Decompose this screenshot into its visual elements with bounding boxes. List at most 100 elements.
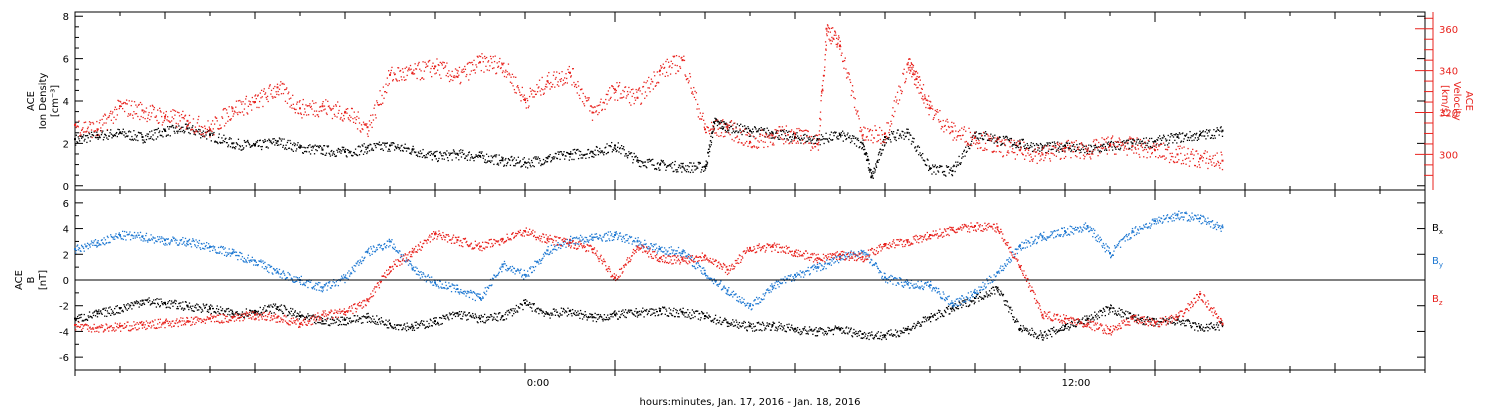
bx-point <box>591 316 594 319</box>
bz-point <box>1086 322 1089 325</box>
bx-point <box>254 309 256 312</box>
ion-density-point <box>411 148 414 151</box>
velocity-point <box>119 105 121 108</box>
bx-point <box>186 304 189 307</box>
by-point <box>816 266 819 269</box>
velocity-point <box>825 27 828 30</box>
velocity-point <box>546 80 549 83</box>
ion-density-point <box>839 133 841 136</box>
by-point <box>884 276 886 279</box>
by-point <box>704 272 706 275</box>
legend-by: By <box>1432 256 1443 269</box>
bz-point <box>434 232 436 235</box>
velocity-point <box>524 98 526 101</box>
bx-point <box>1041 334 1044 337</box>
bx-point <box>299 315 301 317</box>
ion-density-point <box>209 133 211 136</box>
velocity-point <box>884 132 886 135</box>
bz-point <box>299 322 301 325</box>
bx-point <box>164 302 166 305</box>
velocity-point <box>614 88 616 91</box>
ion-density-point <box>231 142 234 145</box>
by-point <box>231 252 234 254</box>
bz-point <box>1041 313 1044 316</box>
bz-point <box>1221 322 1224 325</box>
by-point <box>321 286 324 289</box>
velocity-point <box>1199 157 1201 160</box>
bx-point <box>96 312 99 315</box>
velocity-scatter <box>75 24 1224 171</box>
bx-point <box>209 307 211 310</box>
ion-density-point <box>569 152 571 155</box>
legend-by-subscript: y <box>1439 261 1443 269</box>
axes: 0 2 4 6 8 300 320 340 360 -6 -4 -2 0 2 4 6 <box>59 12 1458 376</box>
velocity-point <box>186 119 189 122</box>
velocity-point <box>321 105 324 108</box>
by-point <box>479 297 481 299</box>
velocity-point <box>749 140 751 143</box>
bx-point <box>636 311 639 314</box>
by-point <box>974 291 976 294</box>
bz-point <box>906 240 909 243</box>
legend-bx-name: B <box>1432 223 1439 234</box>
velocity-point <box>794 132 796 135</box>
bx-point <box>996 286 999 289</box>
velocity-point <box>996 145 999 148</box>
ion-density-point <box>141 136 144 139</box>
by-point <box>366 250 369 253</box>
bx-point <box>839 327 841 330</box>
by-point <box>344 276 346 279</box>
bz-point <box>816 257 819 260</box>
bx-point <box>1109 307 1111 310</box>
ion-density-point <box>186 127 189 130</box>
by-point <box>681 250 684 253</box>
velocity-point <box>1109 142 1111 145</box>
top-right-axis-label: ACE Velocity [km/s] <box>1439 81 1474 120</box>
by-point <box>906 282 909 285</box>
velocity-point <box>254 101 256 104</box>
ion-density-point <box>951 169 954 172</box>
top-left-axis-label: ACE Ion Density [cm⁻³] <box>26 73 61 130</box>
bx-point <box>951 307 954 310</box>
bz-point <box>74 324 76 326</box>
bz-point <box>209 317 211 320</box>
bz-point <box>681 258 684 261</box>
bottom-legend: Bx By Bz <box>1432 223 1443 307</box>
bx-point <box>1086 317 1089 320</box>
velocity-point <box>164 115 166 118</box>
velocity-point <box>929 107 931 110</box>
by-point <box>546 249 549 252</box>
bz-point <box>614 276 616 279</box>
by-point <box>726 289 729 292</box>
bx-point <box>681 311 684 314</box>
bottom-left-tick-label: 0 <box>63 276 69 287</box>
by-point <box>1019 244 1021 247</box>
bottom-left-axis-label: ACE B [nT] <box>14 270 49 290</box>
velocity-point <box>344 111 346 114</box>
by-point <box>96 241 99 244</box>
by-point <box>771 285 774 288</box>
ion-density-point <box>681 165 684 168</box>
bx-point <box>659 309 661 312</box>
by-point <box>501 263 504 266</box>
velocity-point <box>1176 153 1179 156</box>
ion-density-point <box>96 133 99 136</box>
bx-point <box>546 312 549 315</box>
velocity-point <box>456 75 459 78</box>
bx-point <box>411 325 414 328</box>
by-point <box>1176 213 1179 216</box>
bx-point <box>1064 325 1066 328</box>
velocity-point <box>591 111 594 114</box>
velocity-point <box>1041 153 1044 156</box>
ion-density-point <box>1176 136 1179 139</box>
bx-point <box>456 312 459 315</box>
by-point <box>659 248 661 251</box>
bz-point <box>389 266 391 269</box>
ion-density-point <box>321 148 324 151</box>
bz-point <box>839 253 841 256</box>
velocity-point <box>74 124 76 127</box>
x-tick-label-1200: 12:00 <box>1062 378 1091 389</box>
by-point <box>1041 235 1044 238</box>
by-point <box>636 240 639 243</box>
